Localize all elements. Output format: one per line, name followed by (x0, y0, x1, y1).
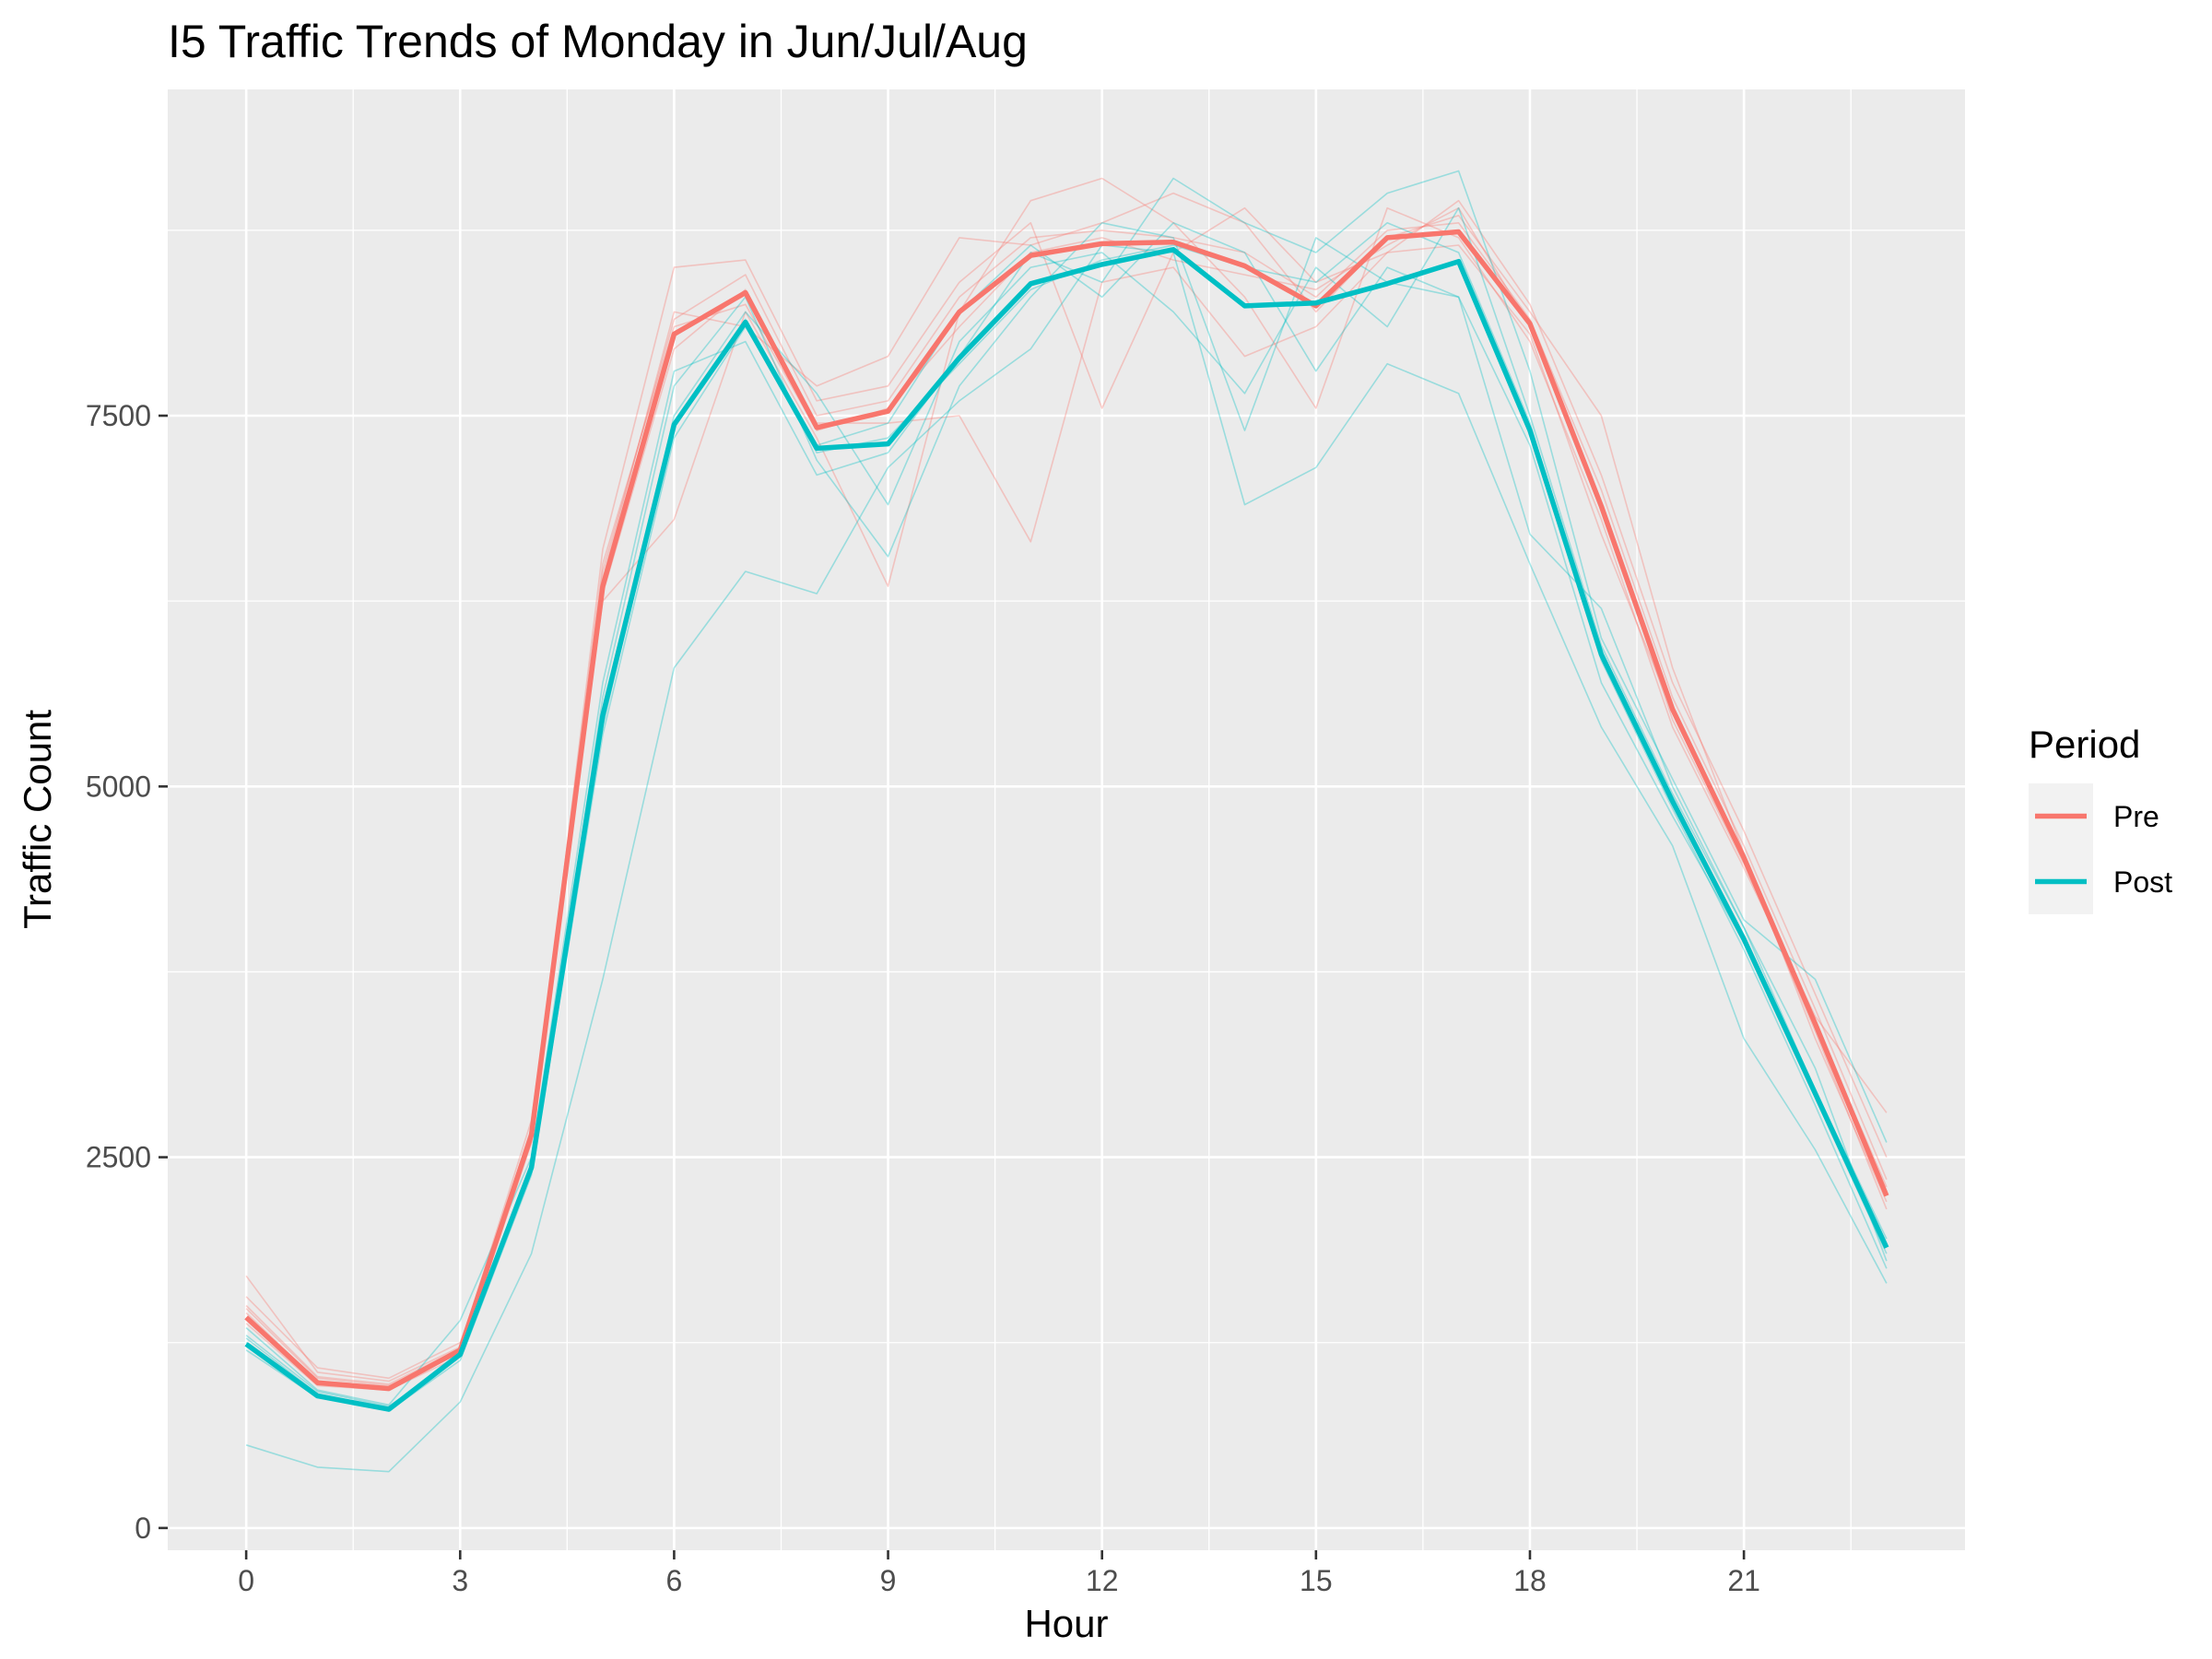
legend-label-post: Post (2113, 865, 2172, 899)
legend: Period Pre Post (2029, 723, 2172, 914)
series-line-pre (244, 229, 1889, 1392)
x-tick-label: 3 (452, 1564, 468, 1597)
x-axis-title: Hour (1024, 1602, 1108, 1645)
y-tick-label: 5000 (86, 770, 151, 803)
legend-title: Period (2029, 723, 2140, 766)
series-line-post (244, 247, 1889, 1412)
plot-panel (168, 89, 1965, 1550)
y-tick-label: 2500 (86, 1141, 151, 1174)
individual-line-post (245, 222, 1888, 1412)
individual-line-post (245, 244, 1888, 1473)
x-tick-label: 9 (880, 1564, 897, 1597)
y-tick-label: 0 (135, 1512, 151, 1545)
y-axis-title: Traffic Count (16, 710, 59, 929)
individual-line-post (245, 170, 1888, 1406)
x-axis: 0 3 6 9 12 15 18 21 (238, 1550, 1760, 1597)
individual-lines (245, 170, 1888, 1473)
y-axis: 0 2500 5000 7500 (86, 399, 168, 1545)
x-tick-label: 18 (1513, 1564, 1547, 1597)
x-tick-label: 15 (1300, 1564, 1333, 1597)
y-tick-label: 7500 (86, 399, 151, 432)
individual-line-pre (245, 177, 1888, 1382)
x-tick-label: 12 (1086, 1564, 1119, 1597)
legend-label-pre: Pre (2113, 800, 2159, 833)
x-tick-label: 0 (238, 1564, 254, 1597)
x-tick-label: 6 (666, 1564, 683, 1597)
series-lines (244, 229, 1889, 1412)
x-tick-label: 21 (1727, 1564, 1760, 1597)
chart-title: I5 Traffic Trends of Monday in Jun/Jul/A… (168, 16, 1028, 67)
